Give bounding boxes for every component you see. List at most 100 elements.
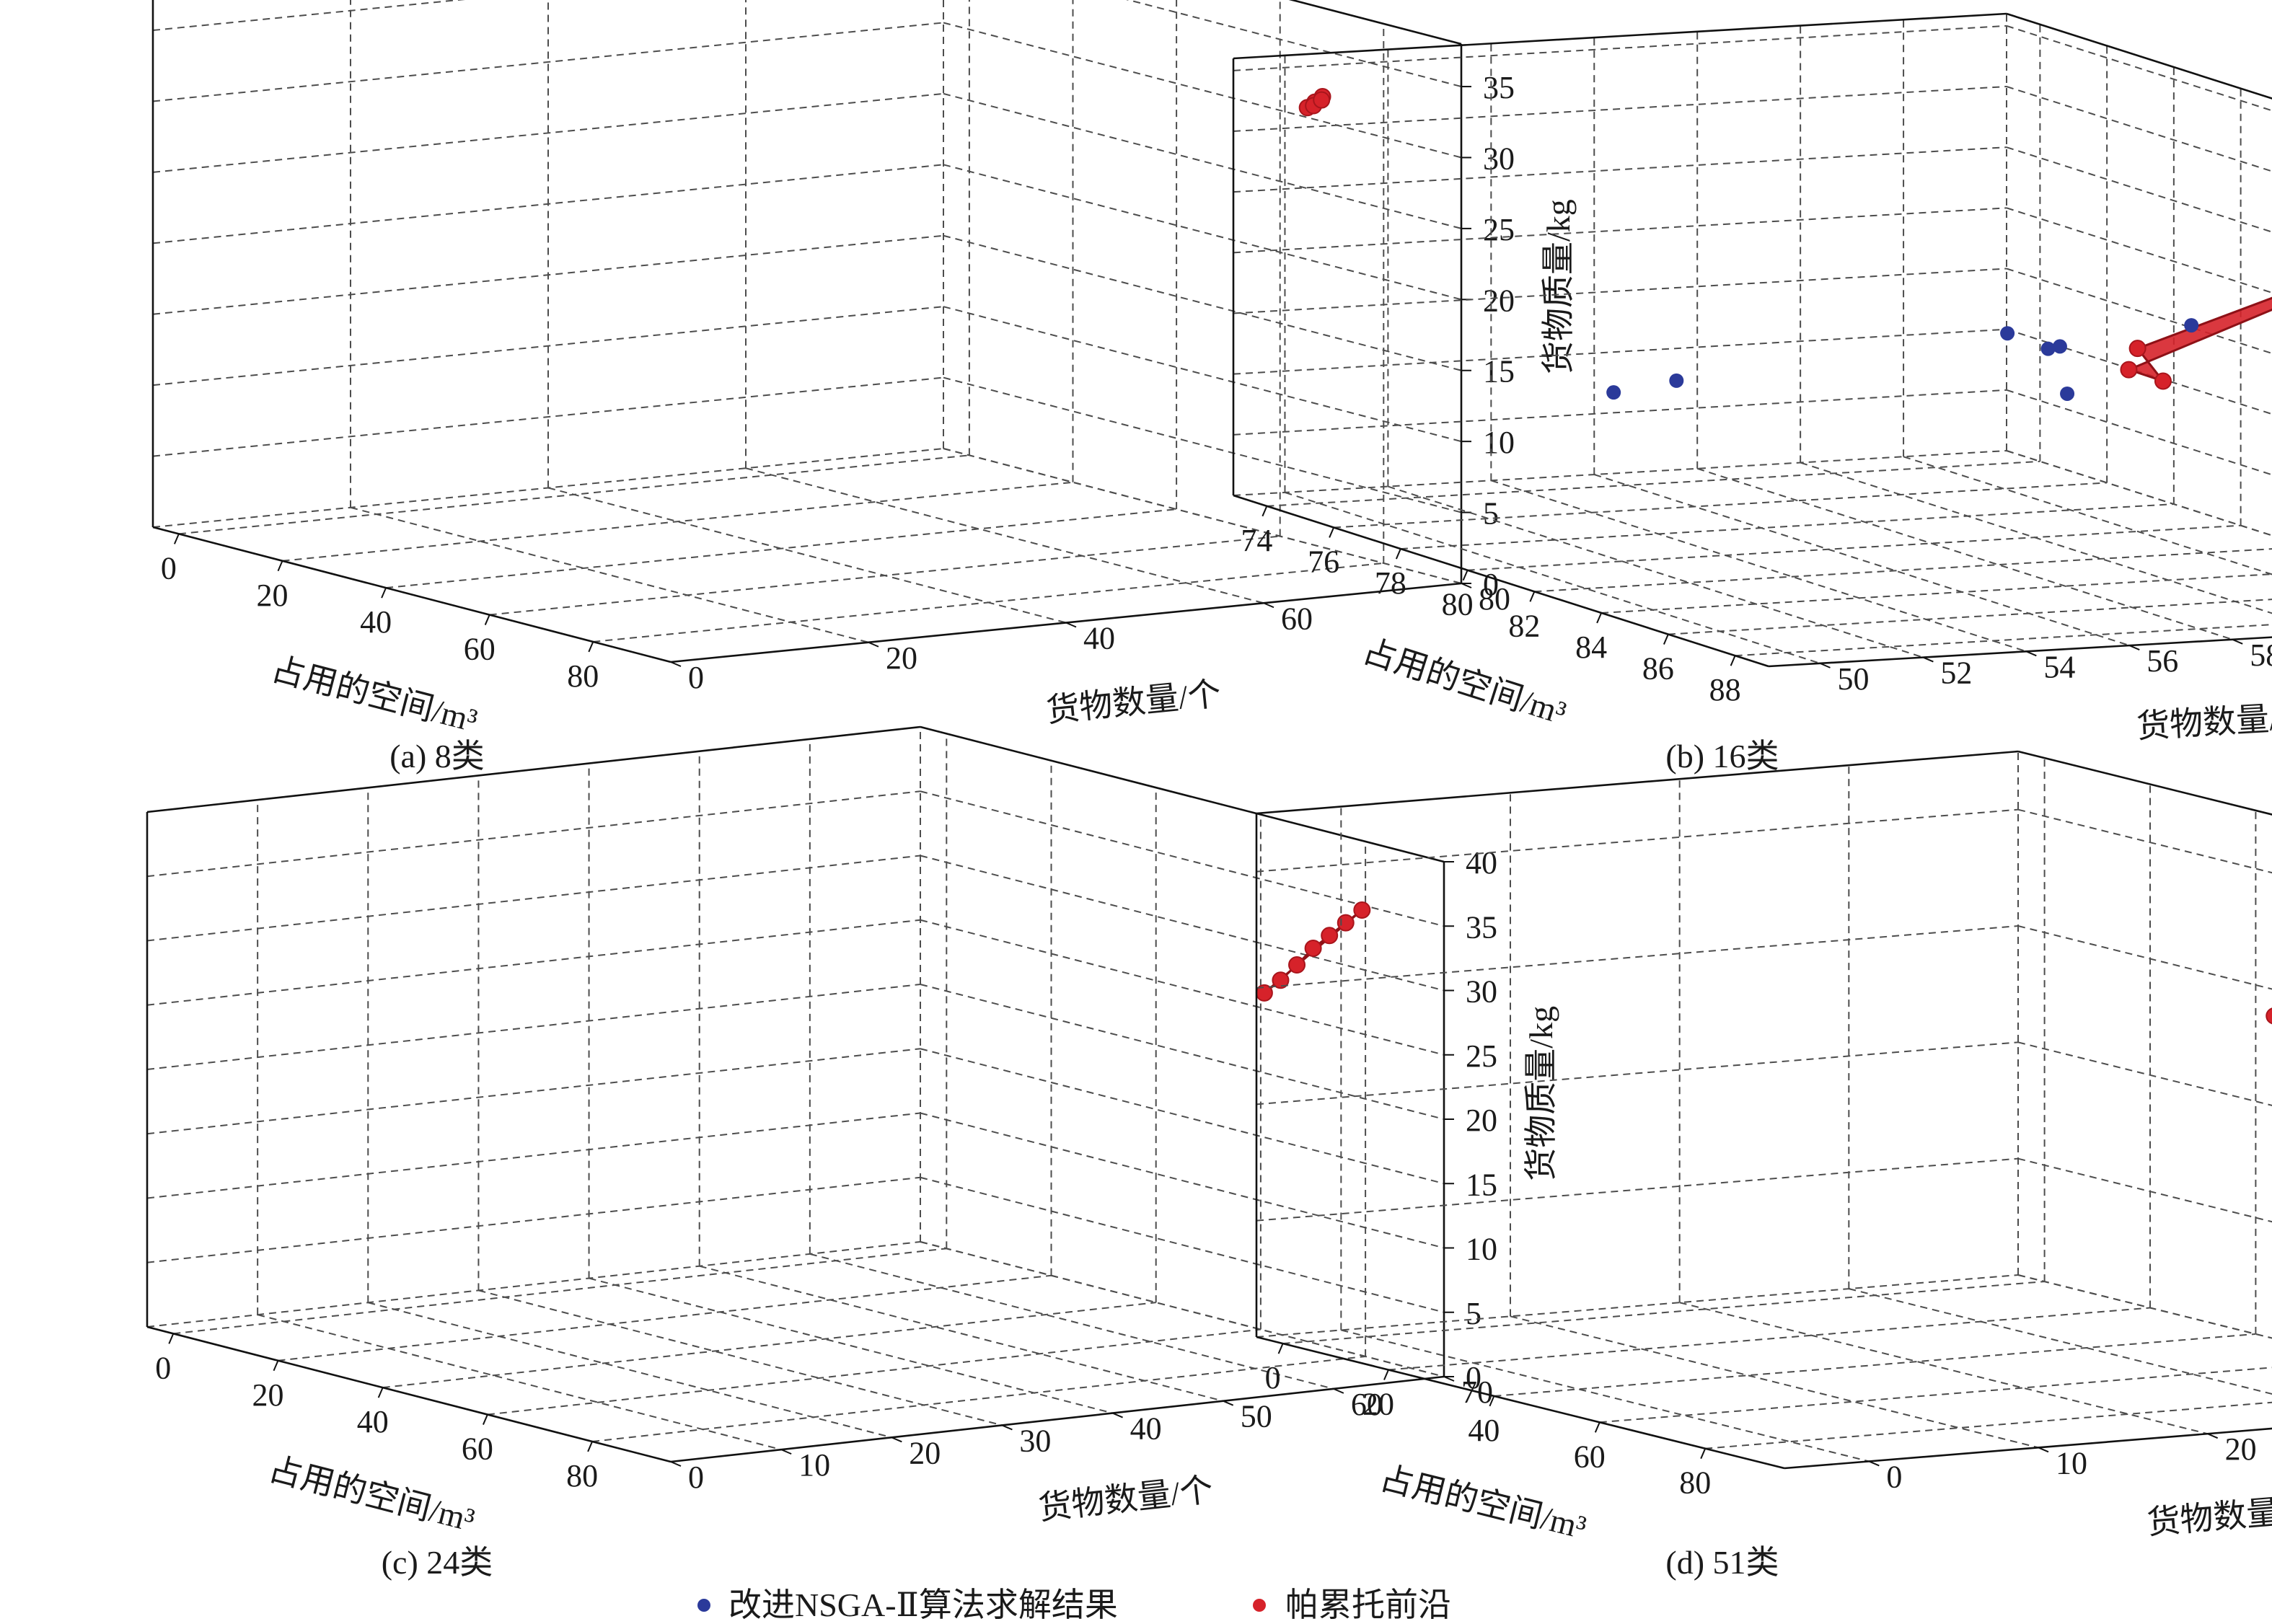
grid-line: [920, 790, 1445, 927]
grid-line: [920, 1048, 1445, 1185]
y-tick-label: 60: [1281, 601, 1313, 636]
y-tick: [891, 1437, 902, 1443]
x-tick: [381, 587, 387, 599]
grid-line: [152, 448, 944, 528]
grid-line: [382, 1302, 1156, 1389]
panel-caption: (d) 51类: [1665, 1544, 1779, 1581]
z-tick-label: 15: [1483, 354, 1515, 389]
z-tick-label: 5: [1483, 496, 1499, 531]
panel-d: 020406080010203040010203040占用的空间/m³货物数量/…: [1255, 750, 2272, 1581]
grid-line: [152, 92, 944, 173]
z-tick-label: 20: [1466, 1103, 1497, 1138]
x-tick: [1594, 1421, 1600, 1433]
grid: [152, 0, 1462, 663]
z-tick-label: 35: [1466, 909, 1497, 945]
grid-line: [1285, 491, 1820, 664]
y-tick-label: 54: [2043, 649, 2075, 684]
x-tick: [482, 1414, 488, 1425]
pareto-front-surface: [2126, 296, 2272, 384]
y-tick-label: 30: [1019, 1423, 1051, 1458]
z-tick-label: 10: [1466, 1232, 1497, 1267]
grid-line: [146, 1048, 921, 1135]
y-tick: [868, 641, 879, 648]
grid-line: [2017, 925, 2272, 990]
x-tick-label: 60: [1574, 1439, 1606, 1474]
axis-edge: [920, 725, 1445, 863]
grid-line: [1849, 1288, 2272, 1395]
x-axis-label: 占用的空间/m³: [1376, 1460, 1590, 1546]
grid-line: [699, 1265, 1223, 1402]
x-tick: [377, 1387, 384, 1398]
panel-caption: (c) 24类: [382, 1544, 493, 1581]
solution-point: [2000, 326, 2015, 341]
x-tick-label: 80: [567, 658, 599, 694]
grid-line: [1256, 925, 2019, 989]
y-tick: [1065, 622, 1077, 628]
y-tick: [1263, 602, 1274, 609]
y-tick-label: 56: [2146, 643, 2178, 679]
grid-line: [547, 487, 1067, 624]
grid: [1233, 14, 2272, 664]
grid-line: [1267, 460, 2040, 507]
axes-box: [151, 0, 1463, 663]
grid-line: [1388, 485, 1924, 658]
axis-edge: [152, 526, 672, 663]
axis-edge: [146, 1325, 672, 1463]
y-tick-label: 50: [1837, 661, 1869, 697]
axis-edge: [1256, 1336, 1785, 1470]
solution-point: [2060, 386, 2075, 401]
x-tick-label: 20: [1362, 1387, 1394, 1422]
grid-line: [1735, 624, 2272, 657]
pareto-front-point: [1304, 939, 1322, 957]
grid-line: [146, 1112, 921, 1199]
grid-line: [1800, 462, 2272, 614]
y-tick: [1868, 1460, 1880, 1467]
x-tick: [1596, 612, 1603, 624]
y-tick-label: 10: [2056, 1445, 2087, 1480]
x-tick: [1663, 634, 1669, 645]
z-tick-label: 0: [1466, 1360, 1481, 1395]
y-tick-label: 60: [1351, 1387, 1383, 1422]
z-tick-label: 15: [1466, 1167, 1497, 1202]
grid-line: [487, 1328, 1262, 1416]
x-tick-label: 80: [1442, 587, 1474, 622]
y-axis-label: 货物数量/个: [2136, 698, 2272, 745]
y-tick-label: 20: [886, 640, 917, 676]
x-tick-label: 40: [1468, 1413, 1500, 1448]
grid-line: [1534, 548, 2272, 593]
grid-line: [1696, 467, 2233, 640]
grid-line: [589, 1277, 1113, 1414]
grid-line: [1668, 599, 2272, 635]
legend-front-marker: [1253, 1599, 1266, 1612]
grid-line: [1233, 389, 2007, 436]
x-tick: [1383, 1369, 1389, 1380]
x-tick: [1489, 1395, 1495, 1407]
grid-line: [943, 306, 1462, 443]
z-tick-label: 30: [1483, 141, 1515, 176]
ticks: 7476788082848688505254565860626438394041…: [1241, 506, 2272, 707]
data-marks: [1255, 901, 1371, 1002]
x-tick: [1730, 655, 1736, 666]
axis-edge: [1233, 494, 1769, 668]
y-tick: [1923, 656, 1934, 663]
data-marks: [2266, 1007, 2272, 1025]
grid-line: [1599, 1367, 2272, 1424]
pareto-front-point: [2120, 361, 2138, 379]
y-tick-label: 80: [1479, 581, 1510, 617]
x-tick-label: 0: [1265, 1360, 1281, 1395]
x-tick-label: 78: [1375, 565, 1406, 601]
x-tick: [273, 1360, 279, 1372]
grid-line: [943, 376, 1462, 513]
y-tick: [1002, 1424, 1013, 1431]
y-tick: [670, 1461, 682, 1467]
x-tick-label: 74: [1241, 523, 1272, 558]
y-tick-label: 50: [1241, 1399, 1272, 1434]
y-tick-label: 0: [688, 1460, 704, 1495]
grid-line: [809, 1253, 1334, 1390]
grid-line: [1233, 146, 2007, 193]
grid-line: [1256, 1274, 2019, 1338]
y-tick: [1223, 1400, 1234, 1406]
grid-line: [1705, 1401, 2272, 1449]
